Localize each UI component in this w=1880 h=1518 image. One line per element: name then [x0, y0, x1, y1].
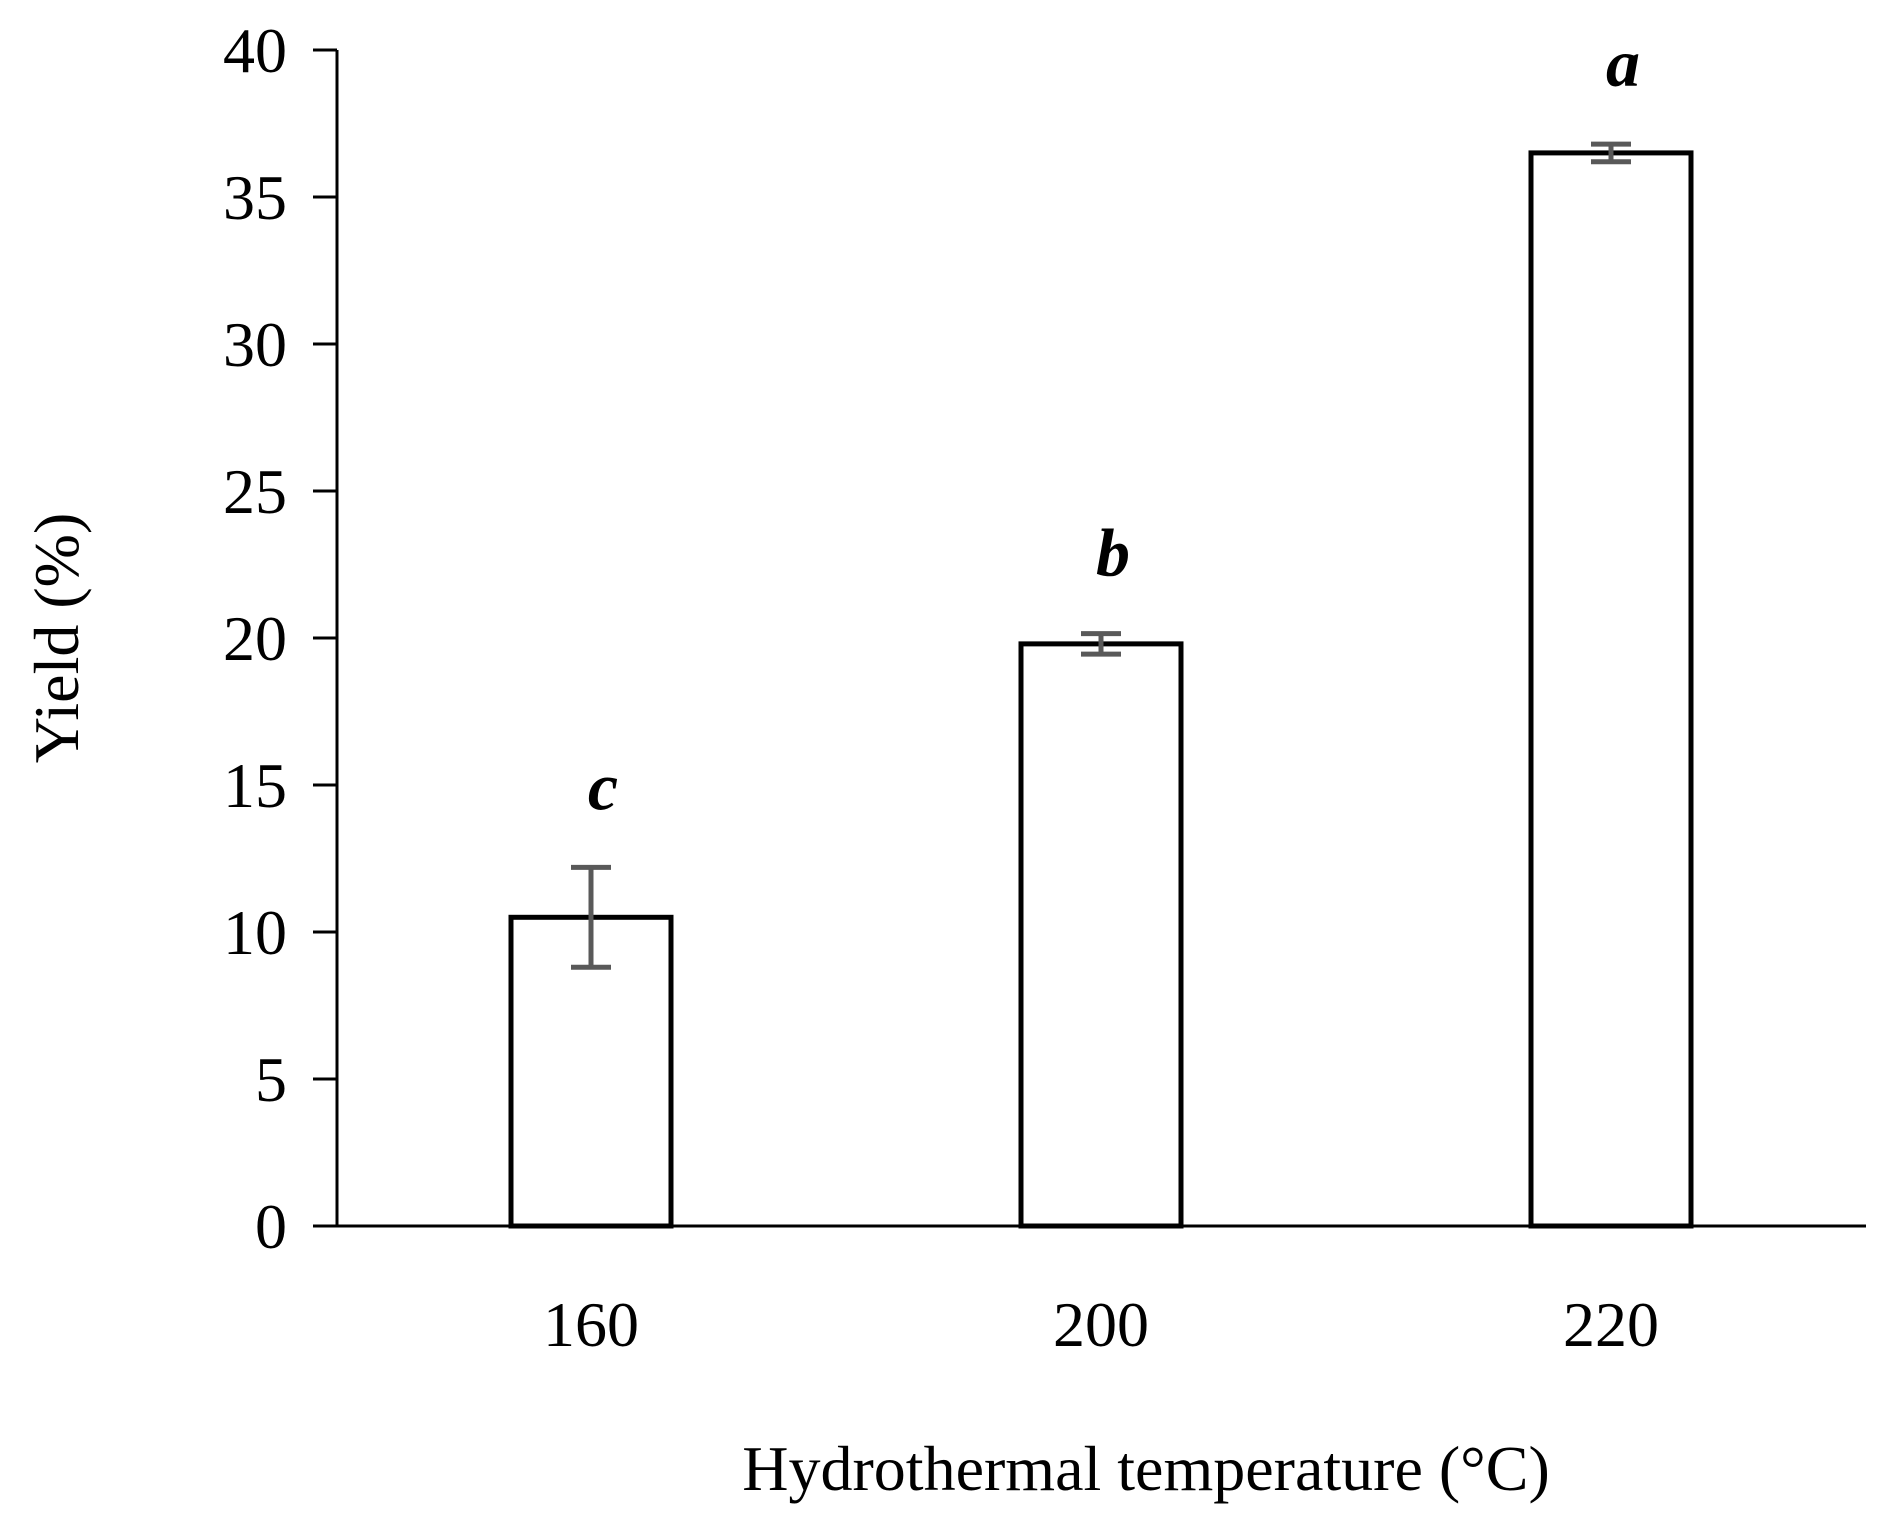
bar — [1018, 641, 1184, 1229]
y-axis-title: Yield (%) — [21, 513, 92, 764]
y-tick-label: 40 — [223, 15, 287, 86]
y-ticks: 0 5 10 15 20 25 30 35 40 — [223, 15, 337, 1262]
error-bar — [571, 864, 611, 970]
y-tick-label: 30 — [223, 309, 287, 380]
significance-letter: c — [588, 748, 618, 824]
plot-area: c b a — [508, 25, 1694, 1229]
y-tick-label: 5 — [255, 1044, 287, 1115]
error-bar — [1591, 141, 1631, 165]
y-tick-label: 0 — [255, 1191, 287, 1262]
bar — [1528, 150, 1694, 1229]
x-tick-label: 220 — [1563, 1289, 1659, 1360]
y-tick-label: 15 — [223, 750, 287, 821]
x-ticks: 160 200 220 — [543, 1289, 1659, 1360]
significance-letter: a — [1606, 25, 1640, 101]
x-tick-label: 160 — [543, 1289, 639, 1360]
x-tick-label: 200 — [1053, 1289, 1149, 1360]
significance-letter: b — [1096, 515, 1130, 591]
x-axis-title: Hydrothermal temperature (°C) — [742, 1433, 1550, 1504]
y-tick-label: 25 — [223, 456, 287, 527]
error-bar — [1081, 631, 1121, 657]
y-tick-label: 10 — [223, 897, 287, 968]
y-tick-label: 20 — [223, 603, 287, 674]
y-tick-label: 35 — [223, 162, 287, 233]
